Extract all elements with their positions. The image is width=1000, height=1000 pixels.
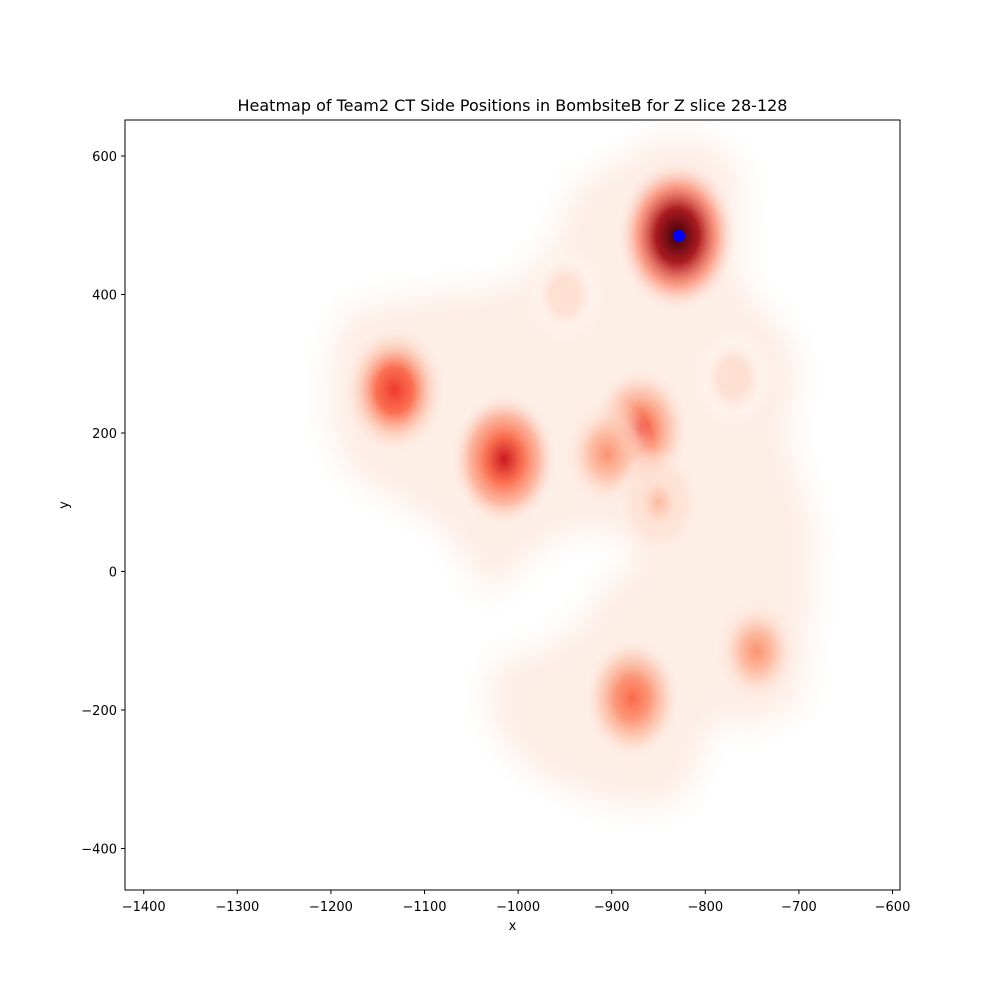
y-tick-label: −400 <box>81 842 117 857</box>
x-tick-label: −1200 <box>309 900 353 915</box>
y-tick-label: −200 <box>81 704 117 719</box>
x-tick-label: −800 <box>687 900 723 915</box>
density-peak <box>342 323 448 457</box>
x-axis: −1400 −1300 −1200 −1100 −1000 −900 −800 −700 −60… <box>122 890 911 915</box>
density-peak <box>614 446 703 558</box>
density-peak <box>690 324 776 432</box>
x-tick-label: −900 <box>594 900 630 915</box>
density-peak <box>523 241 607 348</box>
position-marker <box>673 229 686 242</box>
x-tick-label: −1100 <box>403 900 447 915</box>
x-tick-label: −1400 <box>122 900 166 915</box>
x-tick-label: −600 <box>875 900 911 915</box>
y-tick-label: 600 <box>92 150 117 165</box>
plot-frame <box>124 119 901 891</box>
plot-area <box>326 138 816 811</box>
x-tick-label: −700 <box>781 900 817 915</box>
y-axis-label: y <box>57 501 72 509</box>
x-tick-label: −1000 <box>496 900 540 915</box>
chart-title: Heatmap of Team2 CT Side Positions in Bo… <box>238 96 788 115</box>
y-tick-label: 0 <box>109 565 117 580</box>
x-tick-label: −1300 <box>215 900 259 915</box>
density-peak <box>710 592 803 710</box>
density-peak <box>583 635 682 761</box>
y-axis: −400 −200 0 200 400 600 <box>81 150 125 857</box>
y-tick-label: 200 <box>92 427 117 442</box>
density-peak <box>450 391 558 527</box>
y-tick-label: 400 <box>92 288 117 303</box>
x-axis-label: x <box>509 919 517 934</box>
